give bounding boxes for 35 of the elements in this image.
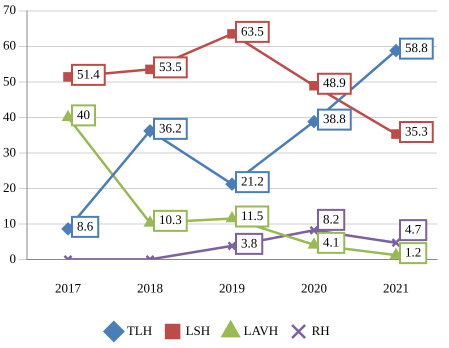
- data-label: 11.5: [240, 208, 264, 223]
- data-label: 48.9: [323, 75, 346, 90]
- data-label: 63.5: [241, 23, 264, 38]
- data-label: 4.7: [405, 222, 422, 237]
- legend-label: LSH: [186, 322, 210, 338]
- data-label: 35.3: [405, 123, 428, 138]
- y-tick-label: 20: [3, 180, 16, 195]
- y-tick-label: 10: [3, 215, 16, 230]
- legend-label: TLH: [126, 322, 152, 338]
- x-tick-label: 2018: [137, 280, 163, 296]
- data-label: 21.2: [241, 174, 264, 189]
- data-label: 58.8: [405, 40, 428, 55]
- data-label: 40: [77, 106, 90, 122]
- x-tick-label: 2021: [383, 280, 409, 296]
- data-label: 8.6: [77, 218, 94, 234]
- y-tick-label: 50: [3, 73, 16, 88]
- data-label: 38.8: [323, 111, 346, 126]
- legend-label: LAVH: [244, 322, 278, 338]
- y-tick-label: 60: [3, 38, 16, 53]
- x-tick-label: 2019: [219, 280, 245, 296]
- data-label: 4.1: [323, 234, 340, 250]
- data-label: 53.5: [159, 58, 182, 74]
- y-tick-label: 70: [3, 2, 16, 18]
- legend-label: RH: [312, 322, 330, 338]
- y-tick-label: 0: [10, 250, 16, 266]
- data-label: 10.3: [159, 212, 182, 228]
- data-label: 51.4: [77, 66, 100, 82]
- data-label: 3.8: [241, 235, 258, 250]
- x-tick-label: 2020: [301, 280, 327, 296]
- data-label: 8.2: [323, 211, 340, 226]
- y-tick-label: 40: [3, 108, 16, 124]
- x-tick-label: 2017: [55, 280, 82, 296]
- data-label: 36.2: [159, 120, 182, 136]
- y-tick-label: 30: [3, 144, 16, 160]
- data-label: 1.2: [405, 244, 422, 260]
